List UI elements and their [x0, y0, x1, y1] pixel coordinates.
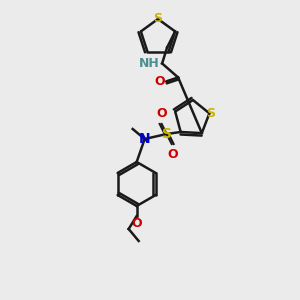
Text: N: N — [139, 132, 151, 146]
Text: O: O — [154, 75, 165, 88]
Text: S: S — [206, 107, 215, 120]
Text: O: O — [167, 148, 178, 161]
Text: NH: NH — [140, 57, 160, 70]
Text: S: S — [162, 127, 172, 141]
Text: O: O — [156, 107, 167, 120]
Text: S: S — [154, 11, 163, 25]
Text: O: O — [131, 217, 142, 230]
